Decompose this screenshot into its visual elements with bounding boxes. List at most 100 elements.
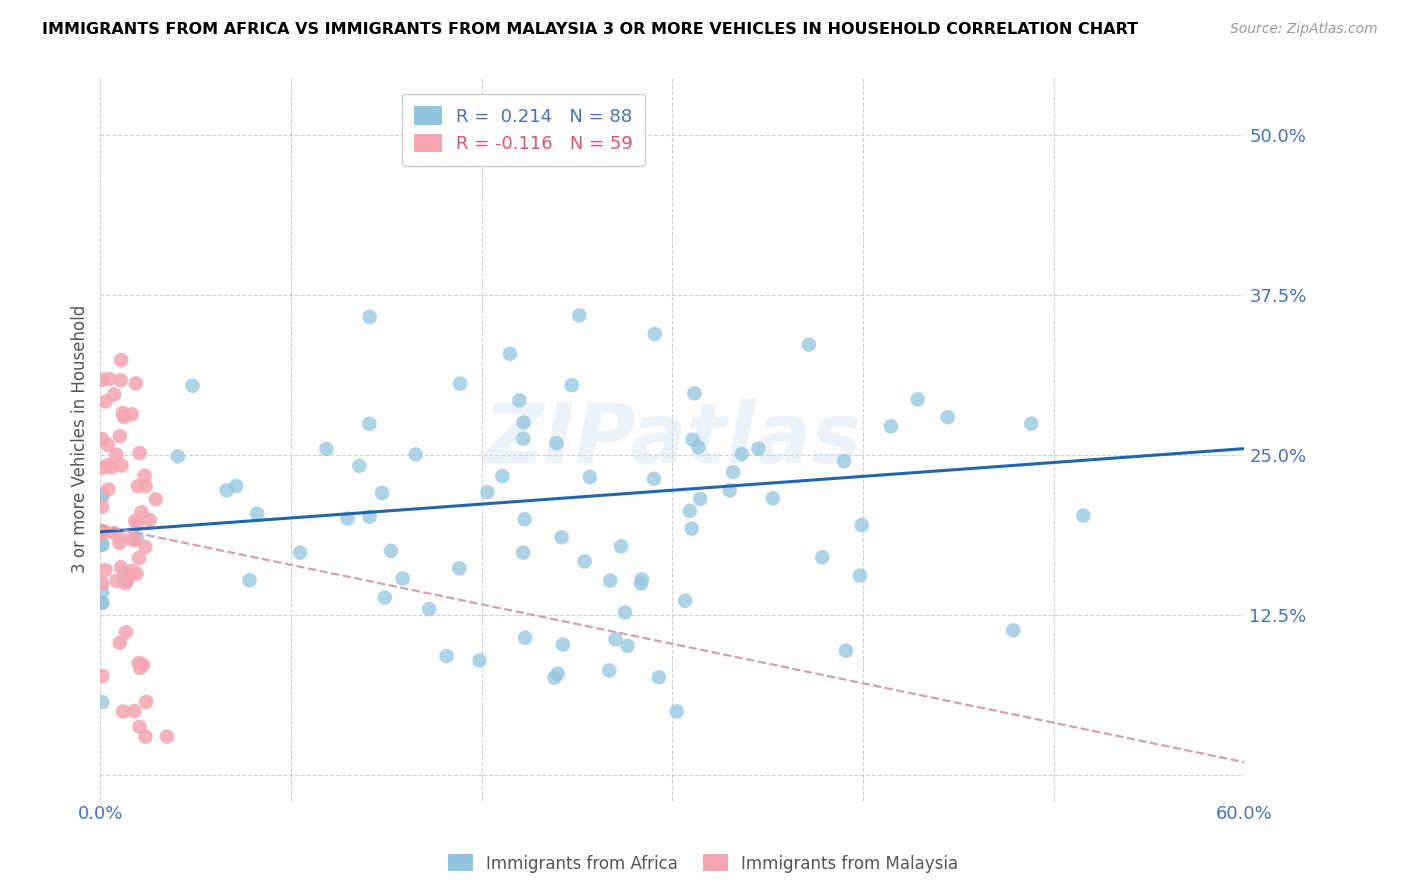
Point [835,643,858,657]
Point [579,470,602,484]
Point [599,574,621,588]
Point [215,483,238,498]
Point [936,410,959,425]
Text: IMMIGRANTS FROM AFRICA VS IMMIGRANTS FROM MALAYSIA 3 OR MORE VEHICLES IN HOUSEHO: IMMIGRANTS FROM AFRICA VS IMMIGRANTS FRO… [42,22,1139,37]
Point [132,657,155,672]
Point [121,408,143,422]
Point [499,347,522,361]
Point [689,491,711,506]
Point [115,625,138,640]
Point [110,353,132,368]
Y-axis label: 3 or more Vehicles in Household: 3 or more Vehicles in Household [72,305,89,574]
Point [91,432,114,446]
Point [225,479,247,493]
Point [105,574,128,588]
Point [551,530,574,544]
Point [405,447,427,461]
Point [145,492,167,507]
Point [605,632,627,647]
Point [134,730,156,744]
Point [91,669,114,683]
Point [91,373,114,387]
Point [616,639,638,653]
Point [568,309,591,323]
Point [721,465,744,479]
Text: ZIPatlas: ZIPatlas [484,399,862,480]
Point [117,574,139,588]
Point [105,448,128,462]
Point [120,568,142,582]
Point [110,458,132,473]
Point [513,512,536,526]
Point [181,379,204,393]
Point [156,730,179,744]
Point [128,720,150,734]
Point [94,563,117,577]
Point [436,649,458,664]
Point [110,560,132,574]
Point [546,436,568,450]
Point [477,485,499,500]
Point [643,472,665,486]
Point [880,419,903,434]
Point [103,525,125,540]
Point [762,491,785,506]
Point [138,513,160,527]
Point [682,433,704,447]
Point [380,543,402,558]
Legend: R =  0.214   N = 88, R = -0.116   N = 59: R = 0.214 N = 88, R = -0.116 N = 59 [402,94,645,166]
Point [851,518,873,533]
Point [91,576,114,591]
Point [359,310,381,324]
Point [747,442,769,456]
Point [610,540,633,554]
Point [246,507,269,521]
Point [683,386,706,401]
Point [574,554,596,568]
Point [108,636,131,650]
Point [688,440,710,454]
Point [114,576,136,591]
Point [91,585,114,599]
Point [91,538,114,552]
Point [91,537,114,551]
Point [543,671,565,685]
Point [1073,508,1095,523]
Point [644,326,666,341]
Point [108,429,131,443]
Point [315,442,337,456]
Point [100,460,122,475]
Point [359,509,381,524]
Point [124,704,146,718]
Point [449,376,471,391]
Point [371,486,394,500]
Point [288,546,311,560]
Point [108,530,131,544]
Point [111,705,134,719]
Text: Source: ZipAtlas.com: Source: ZipAtlas.com [1230,22,1378,37]
Point [127,479,149,493]
Point [731,447,754,461]
Point [94,394,117,409]
Point [512,432,534,446]
Point [349,458,371,473]
Point [468,653,491,667]
Point [336,511,359,525]
Point [681,522,703,536]
Point [797,337,820,351]
Point [91,487,114,501]
Point [391,572,413,586]
Point [648,670,671,684]
Point [125,517,148,532]
Point [665,705,688,719]
Point [135,479,157,493]
Point [97,458,120,472]
Point [103,387,125,401]
Point [811,550,834,565]
Point [91,489,114,503]
Point [630,576,652,591]
Point [110,373,132,387]
Point [907,392,929,407]
Point [98,372,121,386]
Point [418,602,440,616]
